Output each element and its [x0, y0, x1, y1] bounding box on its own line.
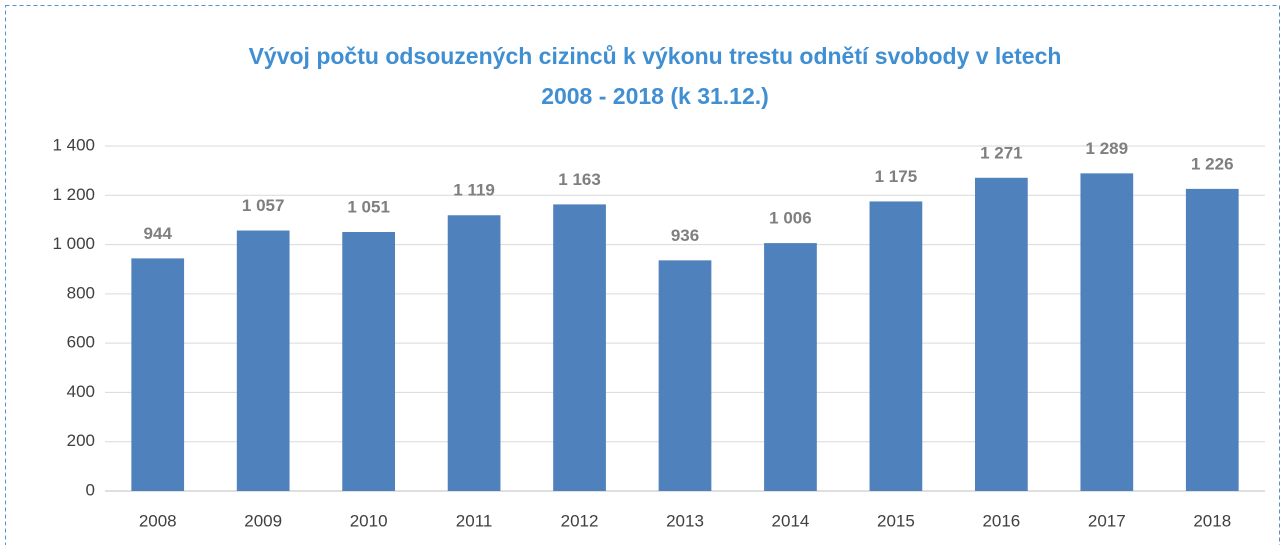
- x-tick-label: 2017: [1088, 511, 1126, 530]
- y-tick-label: 0: [86, 480, 95, 499]
- data-label: 1 289: [1086, 139, 1129, 158]
- x-tick-label: 2012: [561, 511, 599, 530]
- data-label: 1 119: [453, 181, 495, 200]
- x-tick-label: 2009: [244, 511, 282, 530]
- data-label: 1 006: [769, 209, 812, 228]
- bar: [764, 243, 817, 491]
- x-tick-label: 2018: [1193, 511, 1231, 530]
- bar: [447, 215, 501, 491]
- bar: [975, 177, 1028, 491]
- y-tick-label: 400: [67, 382, 95, 401]
- bar: [553, 204, 606, 491]
- bar: [1080, 173, 1134, 491]
- data-label: 944: [144, 224, 173, 243]
- chart-border: [5, 5, 1280, 545]
- data-label: 1 271: [980, 143, 1023, 162]
- x-tick-label: 2016: [982, 511, 1020, 530]
- bar: [869, 201, 923, 492]
- x-tick-label: 2015: [877, 511, 915, 530]
- bar: [1185, 188, 1239, 491]
- x-tick-label: 2010: [350, 511, 388, 530]
- data-label: 1 175: [875, 167, 918, 186]
- y-tick-label: 800: [67, 283, 95, 302]
- data-label: 1 163: [558, 170, 601, 189]
- data-label: 1 051: [347, 197, 390, 216]
- x-tick-label: 2008: [139, 511, 177, 530]
- chart-title: Vývoj počtu odsouzených cizinců k výkonu…: [249, 43, 1062, 69]
- data-label: 936: [671, 226, 699, 245]
- x-tick-label: 2013: [666, 511, 704, 530]
- data-label: 1 057: [242, 196, 285, 215]
- x-tick-label: 2011: [456, 511, 493, 530]
- y-tick-label: 1 000: [52, 234, 95, 253]
- bar: [342, 232, 395, 491]
- y-tick-label: 1 200: [52, 185, 95, 204]
- y-tick-label: 1 400: [52, 135, 95, 154]
- bar: [131, 258, 185, 491]
- data-label: 1 226: [1191, 154, 1234, 173]
- bar: [658, 260, 712, 491]
- y-tick-label: 600: [67, 333, 95, 352]
- chart-title: 2008 - 2018 (k 31.12.): [541, 83, 769, 109]
- y-tick-label: 200: [67, 431, 95, 450]
- x-tick-label: 2014: [772, 511, 810, 530]
- bar: [236, 230, 290, 491]
